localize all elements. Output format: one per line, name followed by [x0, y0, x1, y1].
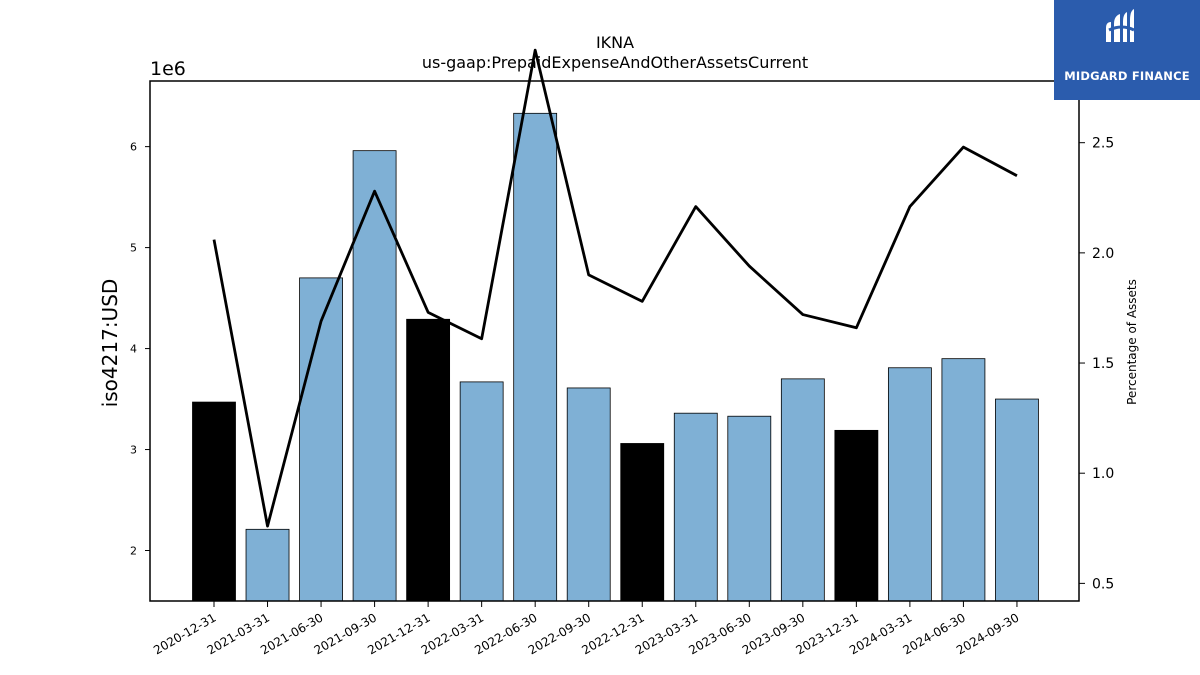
bar-2022-12-31 — [620, 443, 665, 602]
y-tick-label: 3 — [130, 444, 137, 457]
plot-frame — [149, 80, 1080, 602]
bar-2022-03-31 — [459, 381, 504, 602]
y-tick-label: 6 — [130, 141, 137, 154]
chart-subtitle: us-gaap:PrepaidExpenseAndOtherAssetsCurr… — [422, 53, 808, 72]
bar-2024-09-30 — [995, 398, 1039, 602]
bar-2021-03-31 — [245, 528, 290, 602]
y2-axis-label: Percentage of Assets — [1125, 279, 1139, 405]
bar-2021-09-30 — [352, 150, 397, 602]
bar-2021-12-31 — [406, 318, 451, 602]
bars-group — [192, 112, 1039, 602]
y2-tick-label: 2.5 — [1092, 136, 1114, 152]
y2-tick-label: 2.0 — [1092, 246, 1114, 262]
y2-tick-label: 0.5 — [1092, 576, 1114, 592]
y2-tick-label: 1.0 — [1092, 466, 1114, 482]
bar-2024-03-31 — [887, 367, 932, 602]
y2-tick-label: 1.5 — [1092, 356, 1114, 372]
logo-mark-icon — [1106, 9, 1135, 42]
bar-2021-06-30 — [299, 277, 343, 602]
bar-2023-09-30 — [780, 378, 825, 602]
y-offset-label: 1e6 — [150, 58, 186, 80]
y-tick-label: 5 — [130, 242, 137, 255]
bar-2022-09-30 — [566, 387, 611, 602]
bar-2023-03-31 — [673, 412, 718, 602]
y-axis-label: iso4217:USD — [98, 279, 122, 408]
y2-axis: 0.5 1.0 1.5 2.0 2.5 — [1079, 136, 1114, 592]
logo-text: MIDGARD FINANCE — [1064, 69, 1190, 83]
midgard-finance-logo: MIDGARD FINANCE — [1054, 0, 1200, 100]
bar-2024-06-30 — [941, 358, 986, 602]
bar-2020-12-31 — [192, 401, 236, 602]
bar-2023-12-31 — [834, 429, 879, 602]
x-axis: 2020-12-312021-03-312021-06-302021-09-30… — [151, 601, 1021, 657]
y-tick-label: 2 — [130, 545, 137, 558]
y-axis: 2 3 4 5 6 — [130, 141, 150, 558]
series-line — [212, 48, 1018, 528]
bar-2022-06-30 — [513, 112, 558, 602]
y-tick-label: 4 — [130, 343, 137, 356]
bar-2023-06-30 — [727, 415, 772, 602]
line-group — [212, 48, 1018, 528]
chart-title: IKNA — [596, 33, 634, 52]
